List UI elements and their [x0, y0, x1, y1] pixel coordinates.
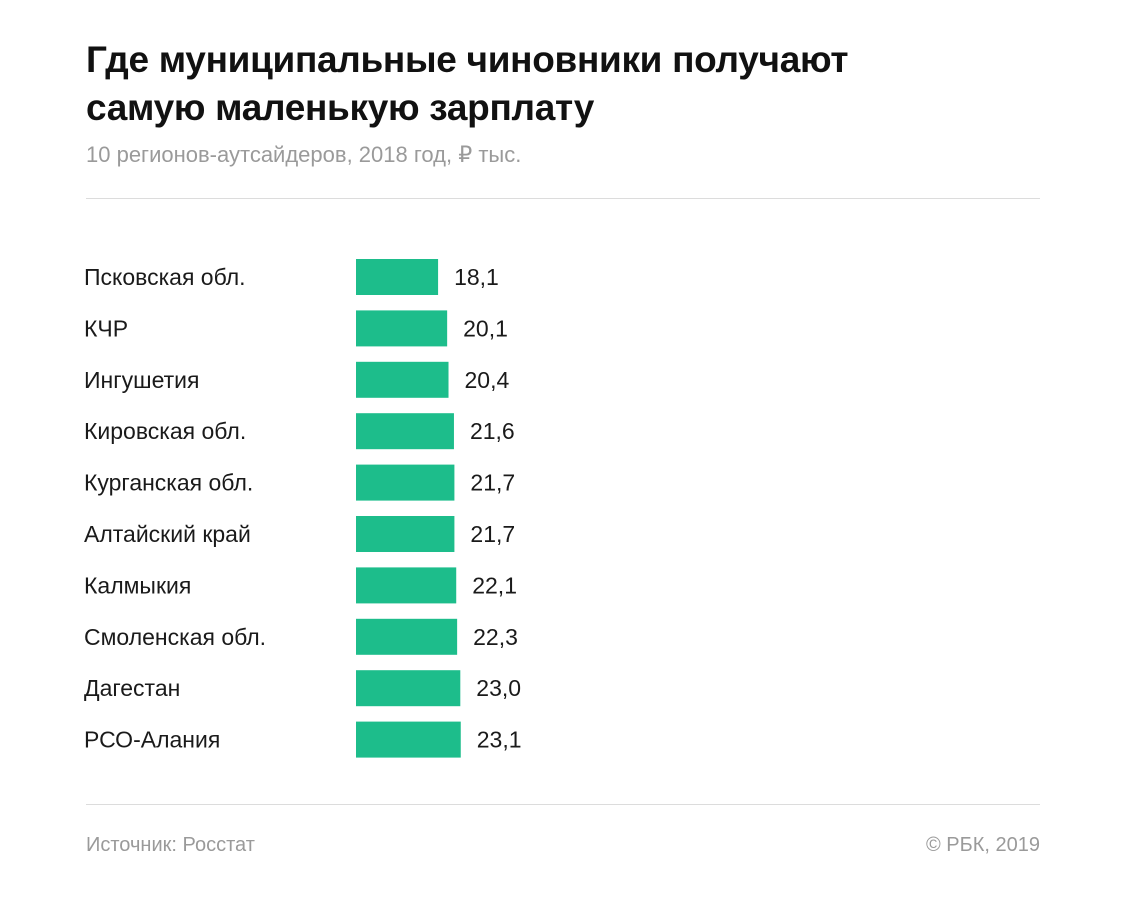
chart-title-line-1: Где муниципальные чиновники получают — [86, 39, 849, 80]
value-label: 21,7 — [470, 521, 515, 547]
copyright-note: © РБК, 2019 — [925, 834, 1040, 856]
category-label: Кировская обл. — [84, 418, 246, 444]
value-label: 23,0 — [476, 675, 521, 701]
category-label: Алтайский край — [84, 521, 251, 547]
value-label: 21,6 — [470, 418, 515, 444]
chart-subtitle: 10 регионов-аутсайдеров, 2018 год, ₽ тыс… — [86, 142, 522, 167]
bar — [356, 516, 455, 552]
bar — [356, 361, 449, 398]
bar — [356, 464, 455, 501]
value-label: 21,7 — [470, 470, 515, 496]
category-label: РСО-Алания — [84, 727, 220, 753]
category-label: Калмыкия — [84, 572, 191, 598]
category-label: Дагестан — [84, 675, 180, 701]
top-divider — [86, 198, 1040, 199]
chart-title: Где муниципальные чиновники получают сам… — [86, 36, 1046, 132]
bar — [356, 618, 458, 655]
category-label: КЧР — [84, 315, 128, 341]
bar — [356, 310, 448, 347]
category-label: Смоленская обл. — [84, 624, 266, 650]
bar — [356, 567, 457, 604]
bar — [356, 413, 454, 450]
chart-title-line-2: самую маленькую зарплату — [86, 87, 594, 128]
bar — [356, 721, 461, 758]
value-label: 20,4 — [465, 367, 510, 393]
value-label: 18,1 — [454, 264, 499, 290]
bars-layer: Псковская обл. 18,1 КЧР 20,1 Ингушетия 20,4 Ки… — [84, 259, 522, 758]
value-label: 22,1 — [472, 572, 517, 598]
source-note: Источник: Росстат — [86, 834, 255, 856]
bar — [356, 259, 439, 295]
bar — [356, 670, 461, 707]
value-label: 20,1 — [463, 315, 508, 341]
value-label: 23,1 — [477, 727, 522, 753]
category-label: Ингушетия — [84, 367, 199, 393]
bottom-divider — [86, 804, 1040, 805]
category-label: Курганская обл. — [84, 470, 253, 496]
category-label: Псковская обл. — [84, 264, 246, 290]
value-label: 22,3 — [473, 624, 518, 650]
